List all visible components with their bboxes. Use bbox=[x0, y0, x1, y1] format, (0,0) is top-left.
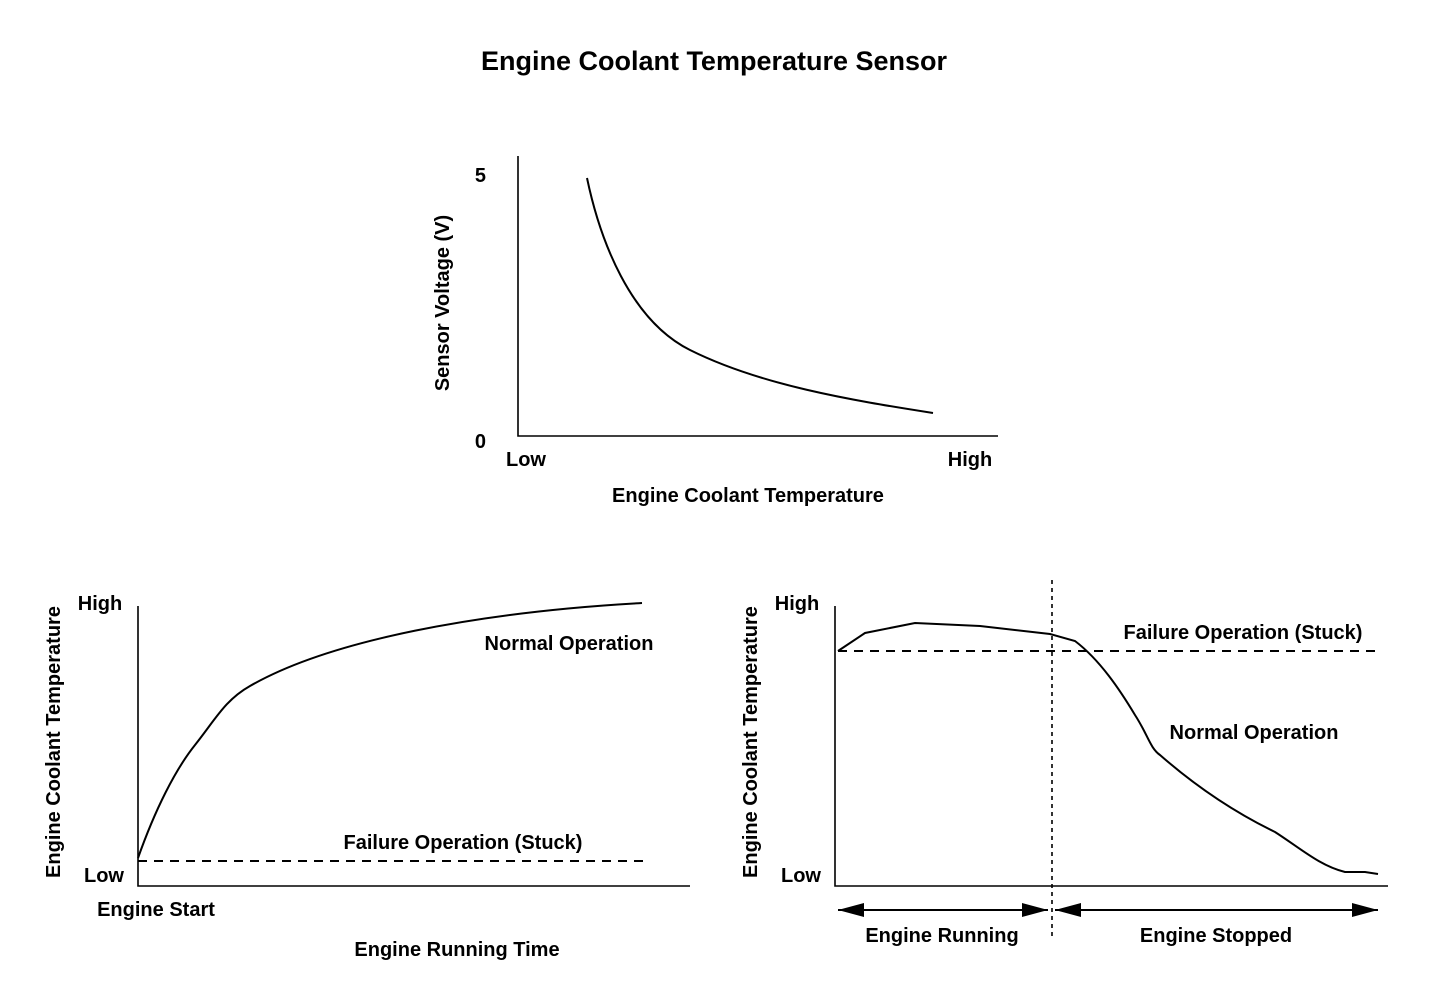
top-x-tick-low: Low bbox=[506, 449, 546, 471]
left-normal-label: Normal Operation bbox=[485, 633, 654, 655]
voltage-curve bbox=[586, 177, 934, 414]
left-y-tick-high: High bbox=[78, 593, 122, 615]
right-failure-label: Failure Operation (Stuck) bbox=[1124, 622, 1363, 644]
left-chart-axes bbox=[137, 606, 690, 887]
left-y-axis-label: Engine Coolant Temperature bbox=[43, 606, 65, 878]
right-normal-label: Normal Operation bbox=[1170, 722, 1339, 744]
top-y-tick-low: 0 bbox=[475, 431, 486, 453]
left-normal-curve bbox=[137, 602, 643, 859]
top-x-tick-high: High bbox=[948, 449, 992, 471]
top-x-axis-label: Engine Coolant Temperature bbox=[612, 485, 884, 507]
engine-stopped-label: Engine Stopped bbox=[1140, 925, 1292, 947]
left-x-origin-label: Engine Start bbox=[97, 899, 215, 921]
right-y-tick-high: High bbox=[775, 593, 819, 615]
right-y-axis-label: Engine Coolant Temperature bbox=[740, 606, 762, 878]
right-chart: High Low Engine Coolant Temperature Fail… bbox=[740, 580, 1388, 947]
left-x-axis-label: Engine Running Time bbox=[354, 939, 559, 961]
top-chart: 5 0 Low High Engine Coolant Temperature … bbox=[432, 156, 998, 507]
top-y-axis-label: Sensor Voltage (V) bbox=[432, 215, 454, 391]
right-normal-curve bbox=[837, 621, 1379, 875]
right-y-tick-low: Low bbox=[781, 865, 821, 887]
left-y-tick-low: Low bbox=[84, 865, 124, 887]
diagram-title: Engine Coolant Temperature Sensor bbox=[481, 46, 948, 76]
left-failure-label: Failure Operation (Stuck) bbox=[344, 832, 583, 854]
top-y-tick-high: 5 bbox=[475, 165, 486, 187]
right-chart-axes bbox=[834, 606, 1388, 887]
left-chart: High Low Engine Coolant Temperature Engi… bbox=[43, 593, 690, 961]
top-chart-axes bbox=[517, 156, 998, 437]
engine-running-label: Engine Running bbox=[865, 925, 1018, 947]
